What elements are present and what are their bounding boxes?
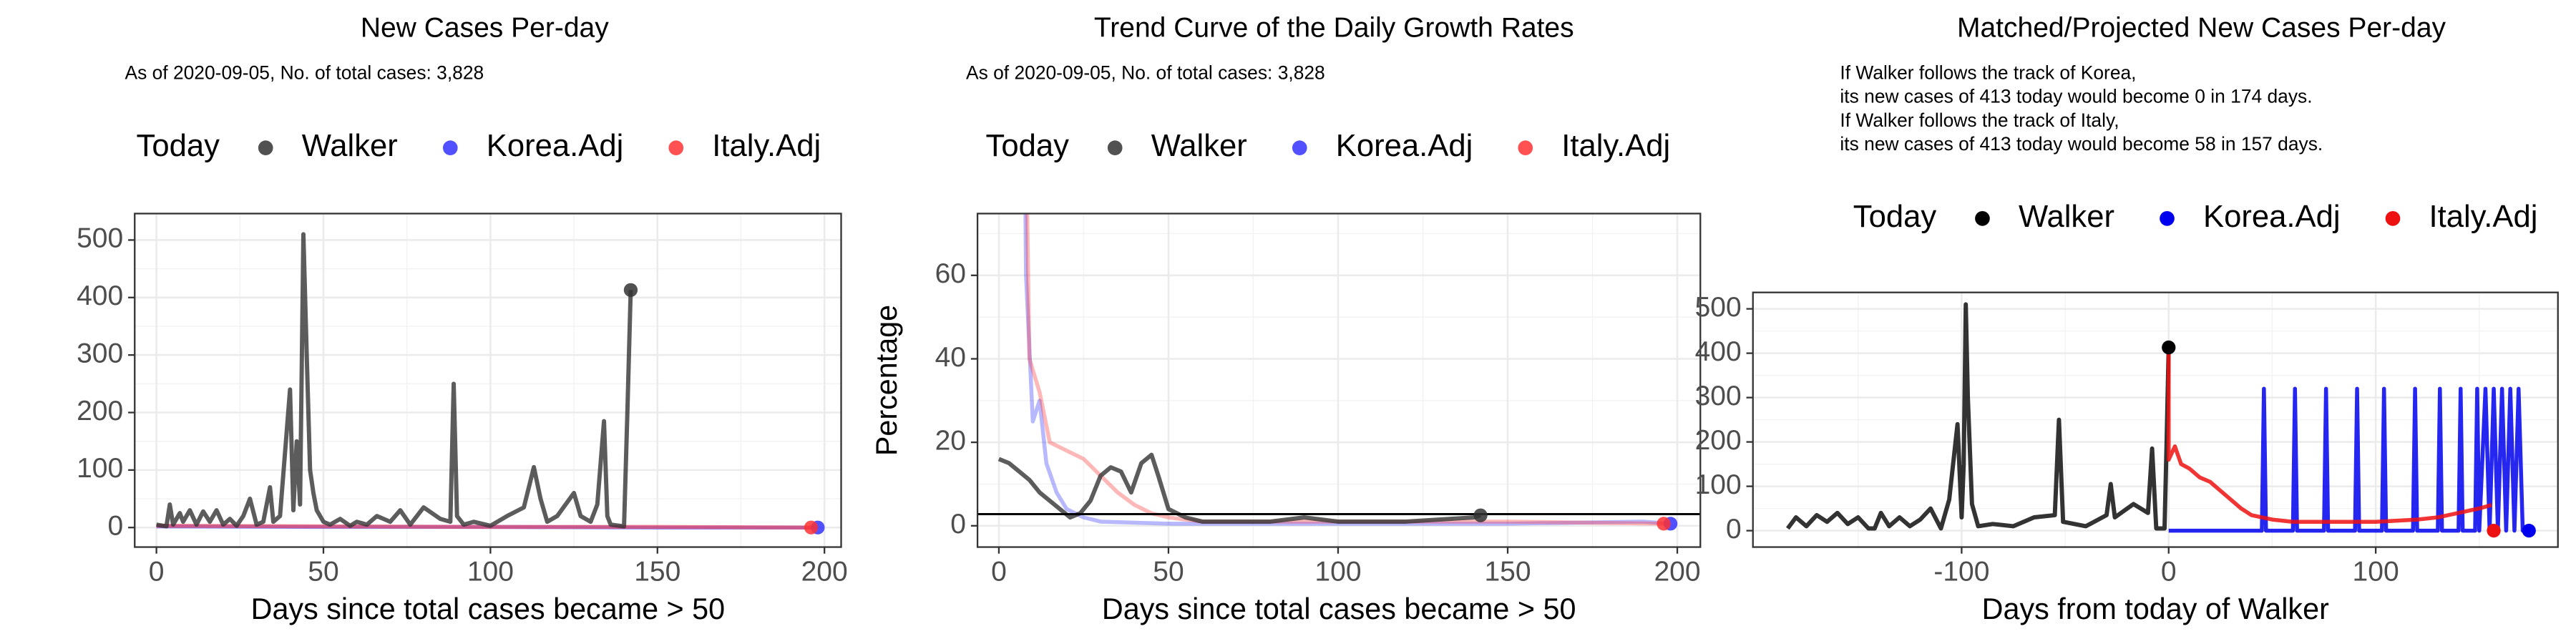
legend-label: Walker <box>302 129 398 163</box>
x-axis-title: Days since total cases became > 50 <box>251 592 725 625</box>
legend-label: Walker <box>1151 129 1247 163</box>
x-tick-label: 100 <box>1314 557 1361 587</box>
series-line <box>1785 302 2171 531</box>
y-tick-label: 300 <box>1695 381 1742 411</box>
y-tick-label: 400 <box>77 280 123 311</box>
legend-dot <box>1518 140 1533 155</box>
y-tick-label: 40 <box>935 342 966 373</box>
x-tick-label: 100 <box>467 557 514 587</box>
plot-area <box>156 232 825 535</box>
y-tick-label: 100 <box>77 453 123 484</box>
legend-dot <box>2385 211 2401 226</box>
y-tick-label: 0 <box>107 511 123 542</box>
legend-dot <box>1107 140 1123 155</box>
plot-area <box>1785 302 2536 538</box>
x-axis-title: Days since total cases became > 50 <box>1102 592 1576 625</box>
legend-label: Korea.Adj <box>2203 200 2341 234</box>
series-line <box>156 232 633 529</box>
annotation: its new cases of 413 today would become … <box>1840 133 2323 155</box>
x-tick-label: 200 <box>1654 557 1700 587</box>
y-tick-label: 500 <box>77 223 123 254</box>
x-tick-label: 150 <box>634 557 680 587</box>
x-tick-label: 0 <box>991 557 1007 587</box>
y-tick-label: 0 <box>1726 514 1742 545</box>
today-point <box>2162 340 2176 355</box>
subtitle: As of 2020-09-05, No. of total cases: 3,… <box>125 62 484 83</box>
legend-title: Today <box>137 129 220 163</box>
series-line <box>2168 386 2529 533</box>
legend-label: Korea.Adj <box>487 129 624 163</box>
chart-title: Matched/Projected New Cases Per-day <box>1957 13 2446 44</box>
legend-title: Today <box>1853 200 1937 234</box>
y-tick-label: 500 <box>1695 292 1742 323</box>
x-axis-title: Days from today of Walker <box>1982 592 2329 625</box>
legend-dot <box>1292 140 1307 155</box>
y-tick-label: 0 <box>950 509 966 540</box>
chart-title: Trend Curve of the Daily Growth Rates <box>1094 13 1574 44</box>
legend-label: Walker <box>2019 200 2114 234</box>
x-tick-label: 50 <box>1153 557 1184 587</box>
y-tick-label: 200 <box>1695 425 1742 456</box>
y-tick-label: 300 <box>77 338 123 369</box>
annotation: If Walker follows the track of Korea, <box>1840 62 2136 83</box>
panel <box>135 213 841 547</box>
panel-border <box>976 213 1702 548</box>
legend-dot <box>442 140 458 155</box>
today-point <box>1473 508 1488 522</box>
plot-area <box>977 213 1701 531</box>
today-point <box>623 283 638 297</box>
subtitle: As of 2020-09-05, No. of total cases: 3,… <box>966 62 1325 83</box>
today-point <box>804 520 819 535</box>
y-axis-title: Percentage <box>870 305 903 456</box>
y-tick-label: 100 <box>1695 469 1742 500</box>
y-tick-label: 60 <box>935 258 966 289</box>
x-tick-label: 150 <box>1484 557 1531 587</box>
y-tick-label: 20 <box>935 425 966 456</box>
panel-border <box>134 213 842 548</box>
y-tick-label: 400 <box>1695 336 1742 367</box>
legend-dot <box>1975 211 1990 226</box>
annotation: its new cases of 413 today would become … <box>1840 86 2312 107</box>
series-line <box>2167 347 2492 524</box>
annotation: If Walker follows the track of Italy, <box>1840 109 2119 131</box>
x-tick-label: 0 <box>2161 557 2177 587</box>
series-line <box>1025 213 1664 526</box>
x-tick-label: 50 <box>308 557 338 587</box>
series-line <box>997 452 1481 524</box>
today-point <box>1657 517 1671 531</box>
legend-dot <box>668 140 684 155</box>
x-tick-label: -100 <box>1933 557 1989 587</box>
legend-title: Today <box>986 129 1070 163</box>
legend-label: Italy.Adj <box>712 129 821 163</box>
legend-label: Korea.Adj <box>1336 129 1473 163</box>
x-tick-label: 100 <box>2353 557 2399 587</box>
today-point <box>2487 523 2501 538</box>
x-tick-label: 200 <box>801 557 848 587</box>
legend-dot <box>258 140 273 155</box>
panel-border <box>1752 291 2559 548</box>
legend-label: Italy.Adj <box>2429 200 2538 234</box>
today-point <box>2522 523 2536 538</box>
chart-title: New Cases Per-day <box>361 13 609 44</box>
legend-dot <box>2160 211 2175 226</box>
x-tick-label: 0 <box>149 557 165 587</box>
y-tick-label: 200 <box>77 396 123 426</box>
legend-label: Italy.Adj <box>1561 129 1670 163</box>
